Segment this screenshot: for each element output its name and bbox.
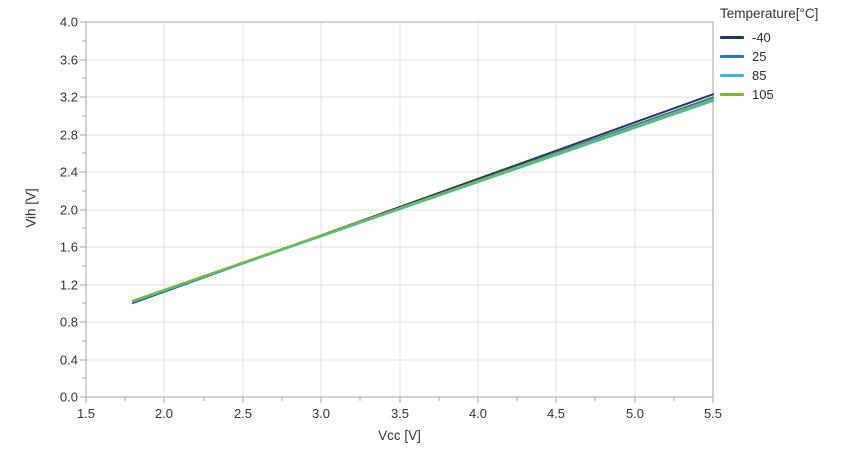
y-tick-label: 0.8 xyxy=(60,315,78,330)
legend-swatch-105 xyxy=(720,92,744,97)
y-tick-label: 0.0 xyxy=(60,390,78,405)
y-axis-title: Vih [V] xyxy=(23,188,39,228)
series-line-105 xyxy=(132,98,714,302)
y-tick-label: 1.6 xyxy=(60,240,78,255)
y-tick-label: 2.8 xyxy=(60,128,78,143)
x-tick-label: 1.5 xyxy=(77,406,95,421)
x-tick-label: 2.5 xyxy=(234,406,252,421)
legend-item-85: 85 xyxy=(720,66,840,85)
legend-item-25: 25 xyxy=(720,47,840,66)
legend-item--40: -40 xyxy=(720,28,840,47)
y-tick-label: 2.0 xyxy=(60,203,78,218)
legend-items: -40 25 85 105 xyxy=(720,28,840,104)
y-tick-label: 3.6 xyxy=(60,53,78,68)
x-tick-label: 3.0 xyxy=(312,406,330,421)
legend-title: Temperature[°C] xyxy=(720,6,819,21)
x-axis-title: Vcc [V] xyxy=(378,428,421,443)
y-tick-label: 4.0 xyxy=(60,15,78,30)
y-tick-label: 3.2 xyxy=(60,90,78,105)
legend-label: 105 xyxy=(752,87,774,102)
legend-label: -40 xyxy=(752,30,771,45)
legend-swatch-85 xyxy=(720,73,744,78)
y-tick-label: 2.4 xyxy=(60,165,78,180)
legend-label: 85 xyxy=(752,68,767,83)
x-tick-label: 4.0 xyxy=(469,406,487,421)
y-tick-label: 0.4 xyxy=(60,353,78,368)
x-tick-label: 3.5 xyxy=(391,406,409,421)
legend-label: 25 xyxy=(752,49,767,64)
legend-swatch--40 xyxy=(720,35,744,40)
legend-item-105: 105 xyxy=(720,85,840,104)
legend: Temperature[°C] -40 25 85 105 xyxy=(720,6,840,104)
legend-swatch-25 xyxy=(720,54,744,59)
x-tick-label: 5.5 xyxy=(704,406,722,421)
x-tick-label: 4.5 xyxy=(547,406,565,421)
y-tick-label: 1.2 xyxy=(60,278,78,293)
x-tick-label: 2.0 xyxy=(155,406,173,421)
x-tick-label: 5.0 xyxy=(626,406,644,421)
